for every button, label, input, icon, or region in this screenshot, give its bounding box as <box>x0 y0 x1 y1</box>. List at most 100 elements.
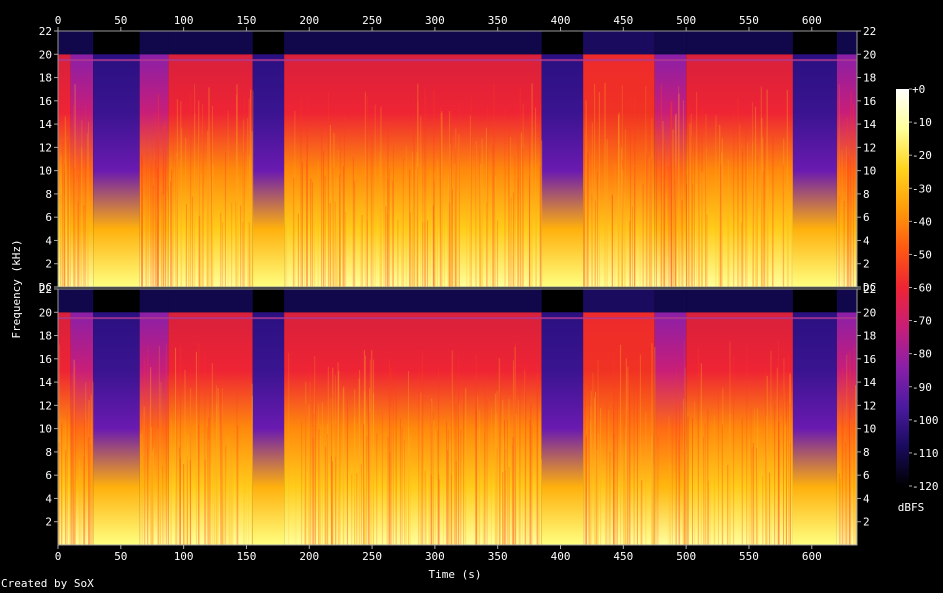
y-tick-label-right: 10 <box>863 423 876 436</box>
y-tick-label-right: 8 <box>863 446 870 459</box>
y-axis-label: Frequency (kHz) <box>10 239 23 338</box>
y-tick-label-right: 12 <box>863 399 876 412</box>
x-tick-label-bottom: 50 <box>114 550 127 563</box>
spectrogram-channel-1 <box>57 30 858 288</box>
colorbar-tick-label: -50 <box>912 248 932 261</box>
y-tick-label-left: 6 <box>45 211 52 224</box>
segment-quiet <box>252 54 285 287</box>
y-tick-label-right: 6 <box>863 211 870 224</box>
segment-quiet <box>541 312 584 545</box>
y-tick-label-right: 18 <box>863 330 876 343</box>
colorbar: +0 -10 -20 -30 -40 -50 -60 -70 -80 -90 -100 -110 -12… <box>896 83 939 514</box>
colorbar-label: dBFS <box>898 501 925 514</box>
colorbar-tick-label: -20 <box>912 149 932 162</box>
credit-text: Created by SoX <box>1 577 94 590</box>
x-tick-label-top: 450 <box>613 14 633 27</box>
segment-loud <box>686 54 793 287</box>
segment-quiet <box>252 312 285 545</box>
x-tick-label-top: 150 <box>237 14 257 27</box>
axes: 0 0 50 50 100 100 150 150 200 200 250 250 300 300 350 3… <box>39 14 877 563</box>
y-tick-label-right: 16 <box>863 353 876 366</box>
y-tick-label-right: 6 <box>863 469 870 482</box>
x-tick-label-top: 600 <box>802 14 822 27</box>
x-tick-label-bottom: 400 <box>551 550 571 563</box>
x-tick-label-top: 100 <box>174 14 194 27</box>
y-tick-label-left: DC <box>39 281 52 294</box>
colorbar-tick-label: -100 <box>912 414 939 427</box>
y-tick-label-right: 4 <box>863 234 870 247</box>
segment-medium <box>654 54 687 287</box>
y-tick-label-right: 14 <box>863 376 877 389</box>
segment-quiet <box>93 54 140 287</box>
y-tick-label-left: 20 <box>39 306 52 319</box>
segment-loud <box>58 54 71 287</box>
y-tick-label-right: 16 <box>863 95 876 108</box>
segment-loud <box>168 312 253 545</box>
x-tick-label-top: 0 <box>55 14 62 27</box>
x-tick-label-bottom: 250 <box>362 550 382 563</box>
y-tick-label-right: 8 <box>863 188 870 201</box>
y-tick-label-right: 12 <box>863 141 876 154</box>
y-tick-label-left: 2 <box>45 516 52 529</box>
x-tick-label-bottom: 200 <box>299 550 319 563</box>
segment-medium <box>654 312 687 545</box>
segment-quiet <box>792 54 837 287</box>
y-tick-label-right: DC <box>863 281 876 294</box>
colorbar-tick-label: +0 <box>912 83 925 96</box>
x-tick-label-bottom: 500 <box>676 550 696 563</box>
y-tick-label-right: 22 <box>863 25 876 38</box>
y-tick-label-left: 22 <box>39 25 52 38</box>
segment-medium <box>70 312 94 545</box>
segment-medium <box>836 54 857 287</box>
colorbar-tick-label: -110 <box>912 447 939 460</box>
y-tick-label-left: 8 <box>45 446 52 459</box>
x-tick-label-bottom: 0 <box>55 550 62 563</box>
y-tick-label-right: 18 <box>863 72 876 85</box>
y-tick-label-left: 16 <box>39 353 52 366</box>
x-tick-label-bottom: 100 <box>174 550 194 563</box>
y-tick-label-left: 4 <box>45 234 52 247</box>
y-tick-label-right: 20 <box>863 306 876 319</box>
y-tick-label-right: 10 <box>863 165 876 178</box>
colorbar-tick-label: -70 <box>912 315 932 328</box>
y-tick-label-left: 22 <box>39 283 52 296</box>
segment-quiet <box>792 312 837 545</box>
y-tick-label-left: 2 <box>45 258 52 271</box>
x-tick-label-top: 300 <box>425 14 445 27</box>
colorbar-tick-label: -120 <box>912 480 939 493</box>
segment-loud <box>284 54 542 287</box>
x-tick-label-bottom: 300 <box>425 550 445 563</box>
y-tick-label-right: 22 <box>863 283 876 296</box>
colorbar-tick-label: -90 <box>912 381 932 394</box>
x-tick-label-bottom: 450 <box>613 550 633 563</box>
segment-loud <box>284 312 542 545</box>
segment-medium <box>139 312 169 545</box>
y-tick-label-right: 20 <box>863 48 876 61</box>
colorbar-tick-label: -30 <box>912 182 932 195</box>
segment-quiet <box>541 54 584 287</box>
x-tick-label-top: 550 <box>739 14 759 27</box>
segment-very_loud <box>583 312 655 545</box>
y-tick-label-left: 8 <box>45 188 52 201</box>
y-tick-label-left: 10 <box>39 423 52 436</box>
segment-loud <box>168 54 253 287</box>
segment-medium <box>70 54 94 287</box>
colorbar-tick-label: -80 <box>912 348 932 361</box>
y-tick-label-left: 12 <box>39 141 52 154</box>
colorbar-tick-label: -60 <box>912 282 932 295</box>
y-tick-label-left: 10 <box>39 165 52 178</box>
segment-quiet <box>93 312 140 545</box>
y-tick-label-left: 18 <box>39 330 52 343</box>
colorbar-tick-label: -10 <box>912 116 932 129</box>
x-tick-label-top: 400 <box>551 14 571 27</box>
x-axis-label: Time (s) <box>429 568 482 581</box>
y-tick-label-left: 12 <box>39 399 52 412</box>
y-tick-label-right: 2 <box>863 516 870 529</box>
y-tick-label-left: 20 <box>39 48 52 61</box>
y-tick-label-left: 14 <box>39 118 53 131</box>
y-tick-label-left: 14 <box>39 376 53 389</box>
y-tick-label-left: 18 <box>39 72 52 85</box>
x-tick-label-top: 250 <box>362 14 382 27</box>
x-tick-label-top: 50 <box>114 14 127 27</box>
x-tick-label-bottom: 600 <box>802 550 822 563</box>
